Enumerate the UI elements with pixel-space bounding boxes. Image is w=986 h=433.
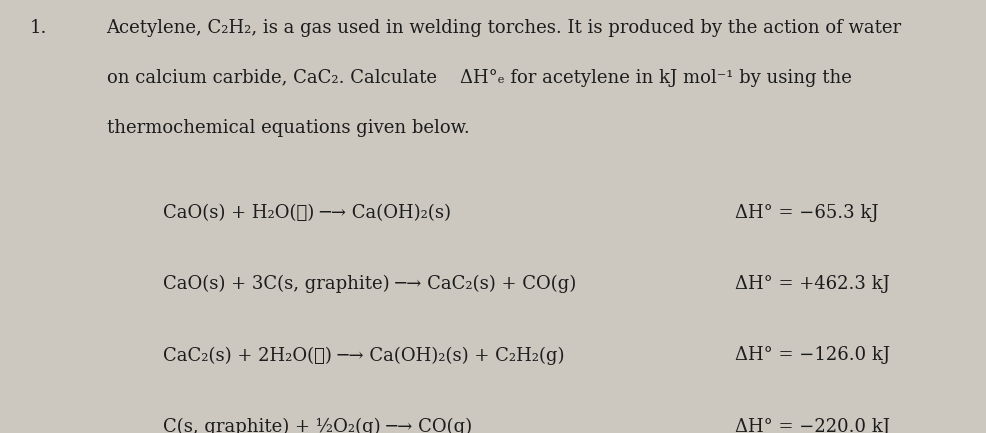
Text: ΔH° = −65.3 kJ: ΔH° = −65.3 kJ [735, 204, 879, 222]
Text: ΔH° = −220.0 kJ: ΔH° = −220.0 kJ [735, 418, 889, 433]
Text: ΔH° = −126.0 kJ: ΔH° = −126.0 kJ [735, 346, 889, 365]
Text: 1.: 1. [30, 19, 47, 38]
Text: thermochemical equations given below.: thermochemical equations given below. [106, 119, 469, 137]
Text: C(s, graphite) + ½O₂(g) ─→ CO(g): C(s, graphite) + ½O₂(g) ─→ CO(g) [163, 418, 471, 433]
Text: CaO(s) + H₂O(ℓ) ─→ Ca(OH)₂(s): CaO(s) + H₂O(ℓ) ─→ Ca(OH)₂(s) [163, 204, 451, 222]
Text: CaO(s) + 3C(s, graphite) ─→ CaC₂(s) + CO(g): CaO(s) + 3C(s, graphite) ─→ CaC₂(s) + CO… [163, 275, 576, 293]
Text: on calcium carbide, CaC₂. Calculate    ΔH°ₑ for acetylene in kJ mol⁻¹ by using t: on calcium carbide, CaC₂. Calculate ΔH°ₑ… [106, 69, 851, 87]
Text: CaC₂(s) + 2H₂O(ℓ) ─→ Ca(OH)₂(s) + C₂H₂(g): CaC₂(s) + 2H₂O(ℓ) ─→ Ca(OH)₂(s) + C₂H₂(g… [163, 346, 564, 365]
Text: Acetylene, C₂H₂, is a gas used in welding torches. It is produced by the action : Acetylene, C₂H₂, is a gas used in weldin… [106, 19, 901, 38]
Text: ΔH° = +462.3 kJ: ΔH° = +462.3 kJ [735, 275, 889, 293]
